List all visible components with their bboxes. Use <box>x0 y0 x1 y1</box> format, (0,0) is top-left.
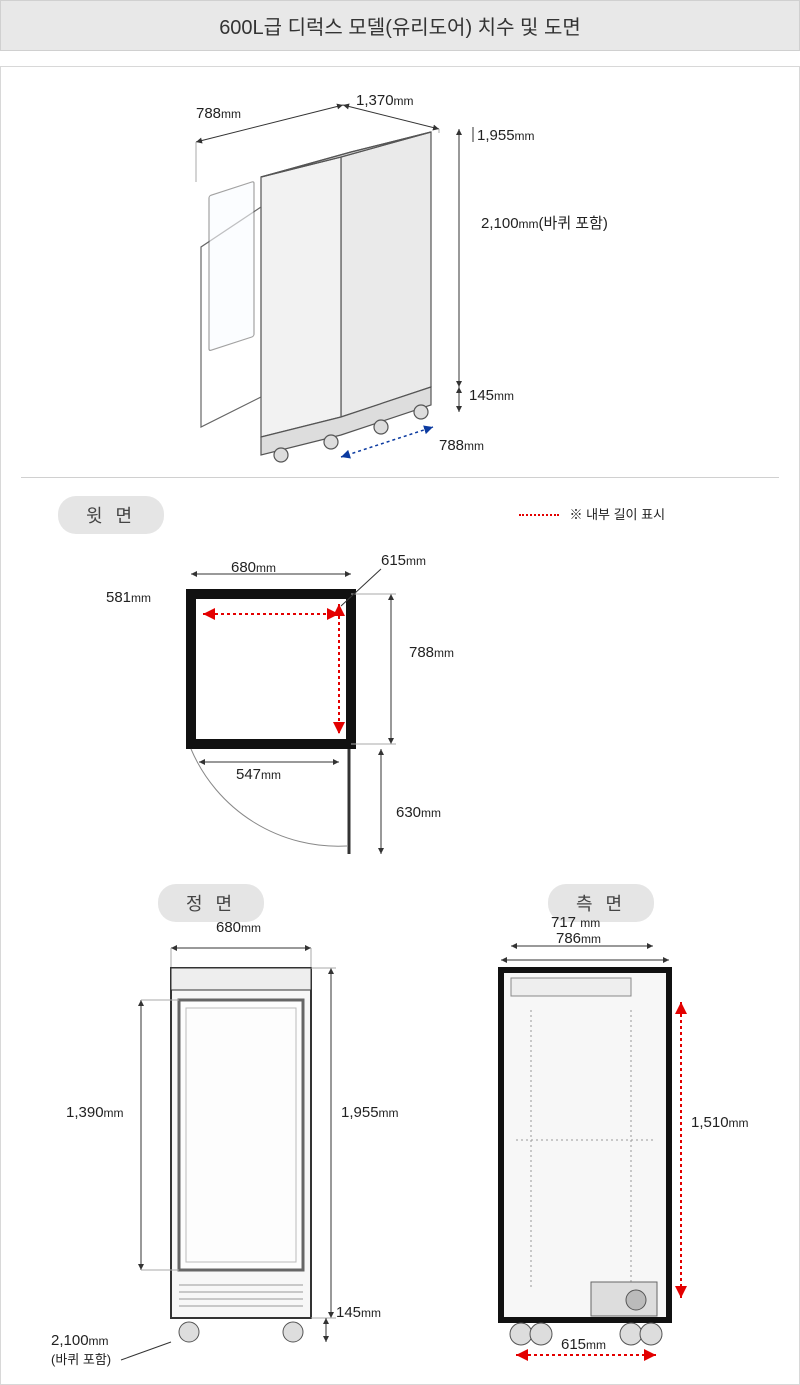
dim-547: 547mm <box>236 766 281 783</box>
dim-2100-iso: 2,100mm(바퀴 포함) <box>481 212 608 233</box>
dim-630: 630mm <box>396 804 441 821</box>
isometric-view: 788mm 1,370mm 1,955mm 2,100mm(바퀴 포함) 145… <box>21 87 779 467</box>
dim-680-front: 680mm <box>216 919 261 936</box>
dim-788-top: 788mm <box>196 105 241 122</box>
dim-1955-iso: 1,955mm <box>477 127 535 144</box>
dim-786: 786mm <box>556 930 601 947</box>
dim-788-top2: 788mm <box>409 644 454 661</box>
dim-1390: 1,390mm <box>66 1104 124 1121</box>
dim-1370: 1,370mm <box>356 92 414 109</box>
dim-615: 615mm <box>381 552 426 569</box>
top-view: 581mm 680mm 615mm 788mm 547mm 630mm <box>21 534 779 874</box>
dim-1510: 1,510mm <box>691 1114 749 1131</box>
dim-717: 717 mm <box>551 914 600 931</box>
front-view: 정 면 <box>21 884 401 1364</box>
dim-680-top: 680mm <box>231 559 276 576</box>
dim-1955-front: 1,955mm <box>341 1104 399 1121</box>
label-front: 정 면 <box>158 884 264 922</box>
legend-text: ※ 내부 길이 표시 <box>569 507 665 522</box>
dim-2100-front: 2,100mm(바퀴 포함) <box>51 1332 111 1368</box>
side-view: 측 면 <box>421 884 781 1364</box>
page-title: 600L급 디럭스 모델(유리도어) 치수 및 도면 <box>0 0 800 51</box>
legend: ※ 내부 길이 표시 <box>519 496 779 524</box>
label-topview: 윗 면 <box>58 496 164 534</box>
drawing-container: 788mm 1,370mm 1,955mm 2,100mm(바퀴 포함) 145… <box>0 66 800 1385</box>
section-divider <box>21 477 779 478</box>
dim-615-side: 615mm <box>561 1336 606 1353</box>
dim-788-bottom: 788mm <box>439 437 484 454</box>
dim-581: 581mm <box>106 589 151 606</box>
legend-redline-icon <box>519 514 559 516</box>
dim-145-front: 145mm <box>336 1304 381 1321</box>
dim-145-iso: 145mm <box>469 387 514 404</box>
